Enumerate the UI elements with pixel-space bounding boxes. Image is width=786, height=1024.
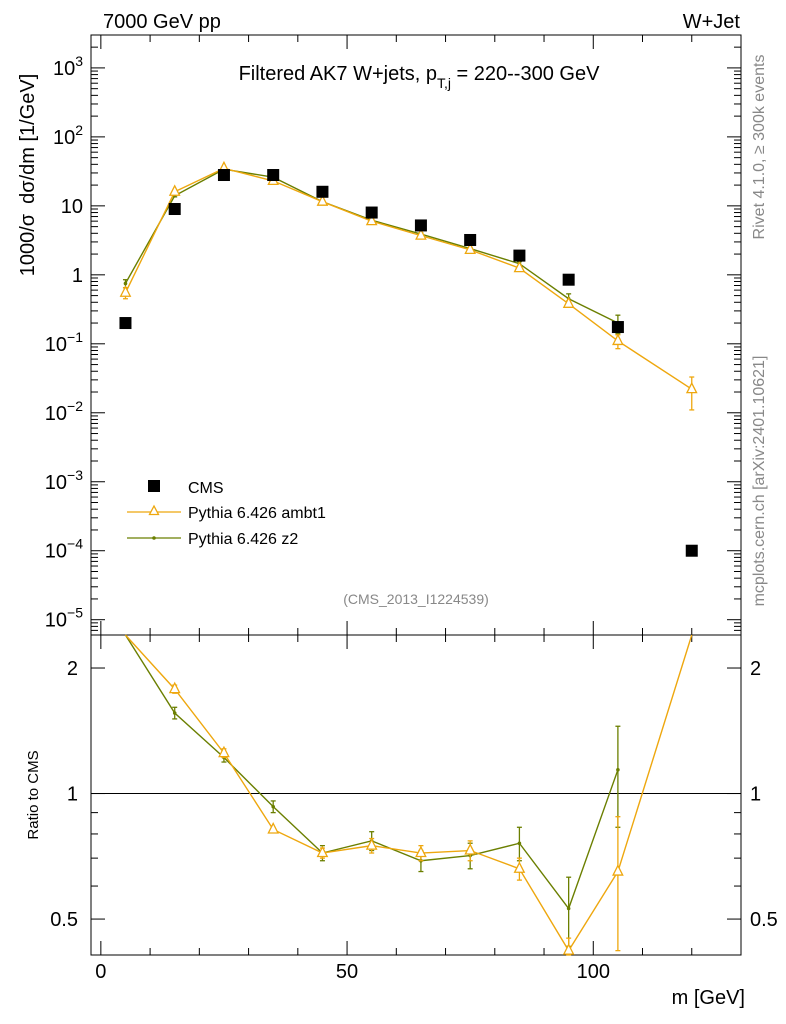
main-cms-point [513,249,526,262]
legend-cms-marker [148,480,160,492]
main-cms-point [365,206,378,219]
main-cms-point [414,219,427,232]
ratio-ambt1-point [612,864,624,876]
main-ylabel: 1000/σ dσ/dm [1/GeV] [17,74,39,277]
ratio-ylabel: Ratio to CMS [25,750,42,839]
main-z2-point [123,281,128,286]
ratio-z2-point [271,804,275,809]
main-data-layer [119,160,698,557]
legend: CMS Pythia 6.426 ambt1 Pythia 6.426 z2 [127,480,326,548]
ratio-z2-point [566,906,571,911]
legend-z2-marker [152,536,156,540]
main-title: Filtered AK7 W+jets, pT,j = 220--300 GeV [239,63,601,91]
legend-ambt1-label: Pythia 6.426 ambt1 [188,505,326,522]
main-ambt1-point [513,260,526,273]
ratio-ambt1-point [316,845,329,858]
ratio-ytick-label-right: 0.5 [750,909,778,931]
legend-z2-label: Pythia 6.426 z2 [188,531,298,548]
main-ambt1-line [124,167,693,390]
tick-layer [91,34,742,955]
main-ambt1-point [365,213,378,226]
main-cms-point [217,169,230,182]
ratio-z2-point [517,841,522,846]
main-cms-point [168,203,181,216]
ratio-ambt1-point [365,838,378,850]
main-ytick-label: 1 [72,265,83,287]
header-left: 7000 GeV pp [103,11,221,33]
ratio-ytick-label-left: 1 [67,784,78,806]
ratio-ambt1-line [124,634,693,952]
ratio-z2-point [172,711,177,715]
ratio-z2-line [124,634,619,910]
main-ambt1-point [168,184,181,196]
ylabel-part3: /dm [1/GeV] [17,74,39,181]
main-ambt1-point [316,194,329,206]
main-ambt1-point [415,228,427,240]
main-cms-point [464,233,477,246]
main-ambt1-point [685,381,698,394]
ratio-z2-point [616,768,620,772]
ratio-ytick-label-left: 2 [67,658,78,680]
main-cms-point [267,169,280,182]
ratio-ambt1-point [267,822,280,834]
ratio-frame [90,634,742,956]
xtick-label: 50 [336,961,358,983]
main-cms-point [316,185,329,198]
header-right: W+Jet [683,11,741,33]
ratio-ambt1-point [562,943,575,955]
ratio-ytick-label-left: 0.5 [50,909,78,931]
main-ytick-label: 10−3 [45,467,83,494]
ratio-data-layer [91,634,741,956]
main-z2-line [124,168,619,324]
ratio-ytick-label-right: 2 [750,658,761,680]
mcplots-label: mcplots.cern.ch [arXiv:2401.10621] [751,356,768,607]
main-ambt1-point [119,285,132,297]
main-ytick-label: 102 [53,122,83,149]
main-cms-point [562,273,575,286]
ratio-ambt1-point [415,845,427,858]
main-ytick-label: 10−2 [45,398,83,425]
xtick-label: 100 [577,961,610,983]
ratio-ambt1-point [218,745,230,758]
title-rest: = 220--300 GeV [451,63,600,85]
ratio-xlabel: m [GeV] [672,987,745,1009]
main-ambt1-point [464,242,477,255]
ratio-ambt1-point [168,681,181,694]
main-ambt1-point [612,333,624,346]
rivet-label: Rivet 4.1.0, ≥ 300k events [751,55,768,240]
ratio-ambt1-point [464,843,477,855]
ylabel-part1: 1000/σ [17,213,39,276]
xtick-label: 0 [95,961,106,983]
legend-ambt1-marker [148,504,160,516]
title-sub: T,j [437,75,451,91]
main-ytick-label: 10 [61,196,83,218]
main-ytick-label: 10−1 [45,329,83,356]
main-ytick-label: 10−5 [45,605,83,632]
main-cms-point [685,544,698,557]
ratio-ambt1-point [513,861,526,873]
ylabel-part2: dσ [17,180,39,204]
ratio-ytick-label-right: 1 [750,784,761,806]
main-ytick-label: 103 [53,53,83,80]
title-main: Filtered AK7 W+jets, p [239,63,437,85]
main-ambt1-point [562,296,575,308]
analysis-id: (CMS_2013_I1224539) [343,591,489,607]
main-cms-point [611,321,624,334]
main-cms-point [119,317,132,330]
legend-cms-label: CMS [188,480,224,497]
main-ytick-label: 10−4 [45,536,83,563]
